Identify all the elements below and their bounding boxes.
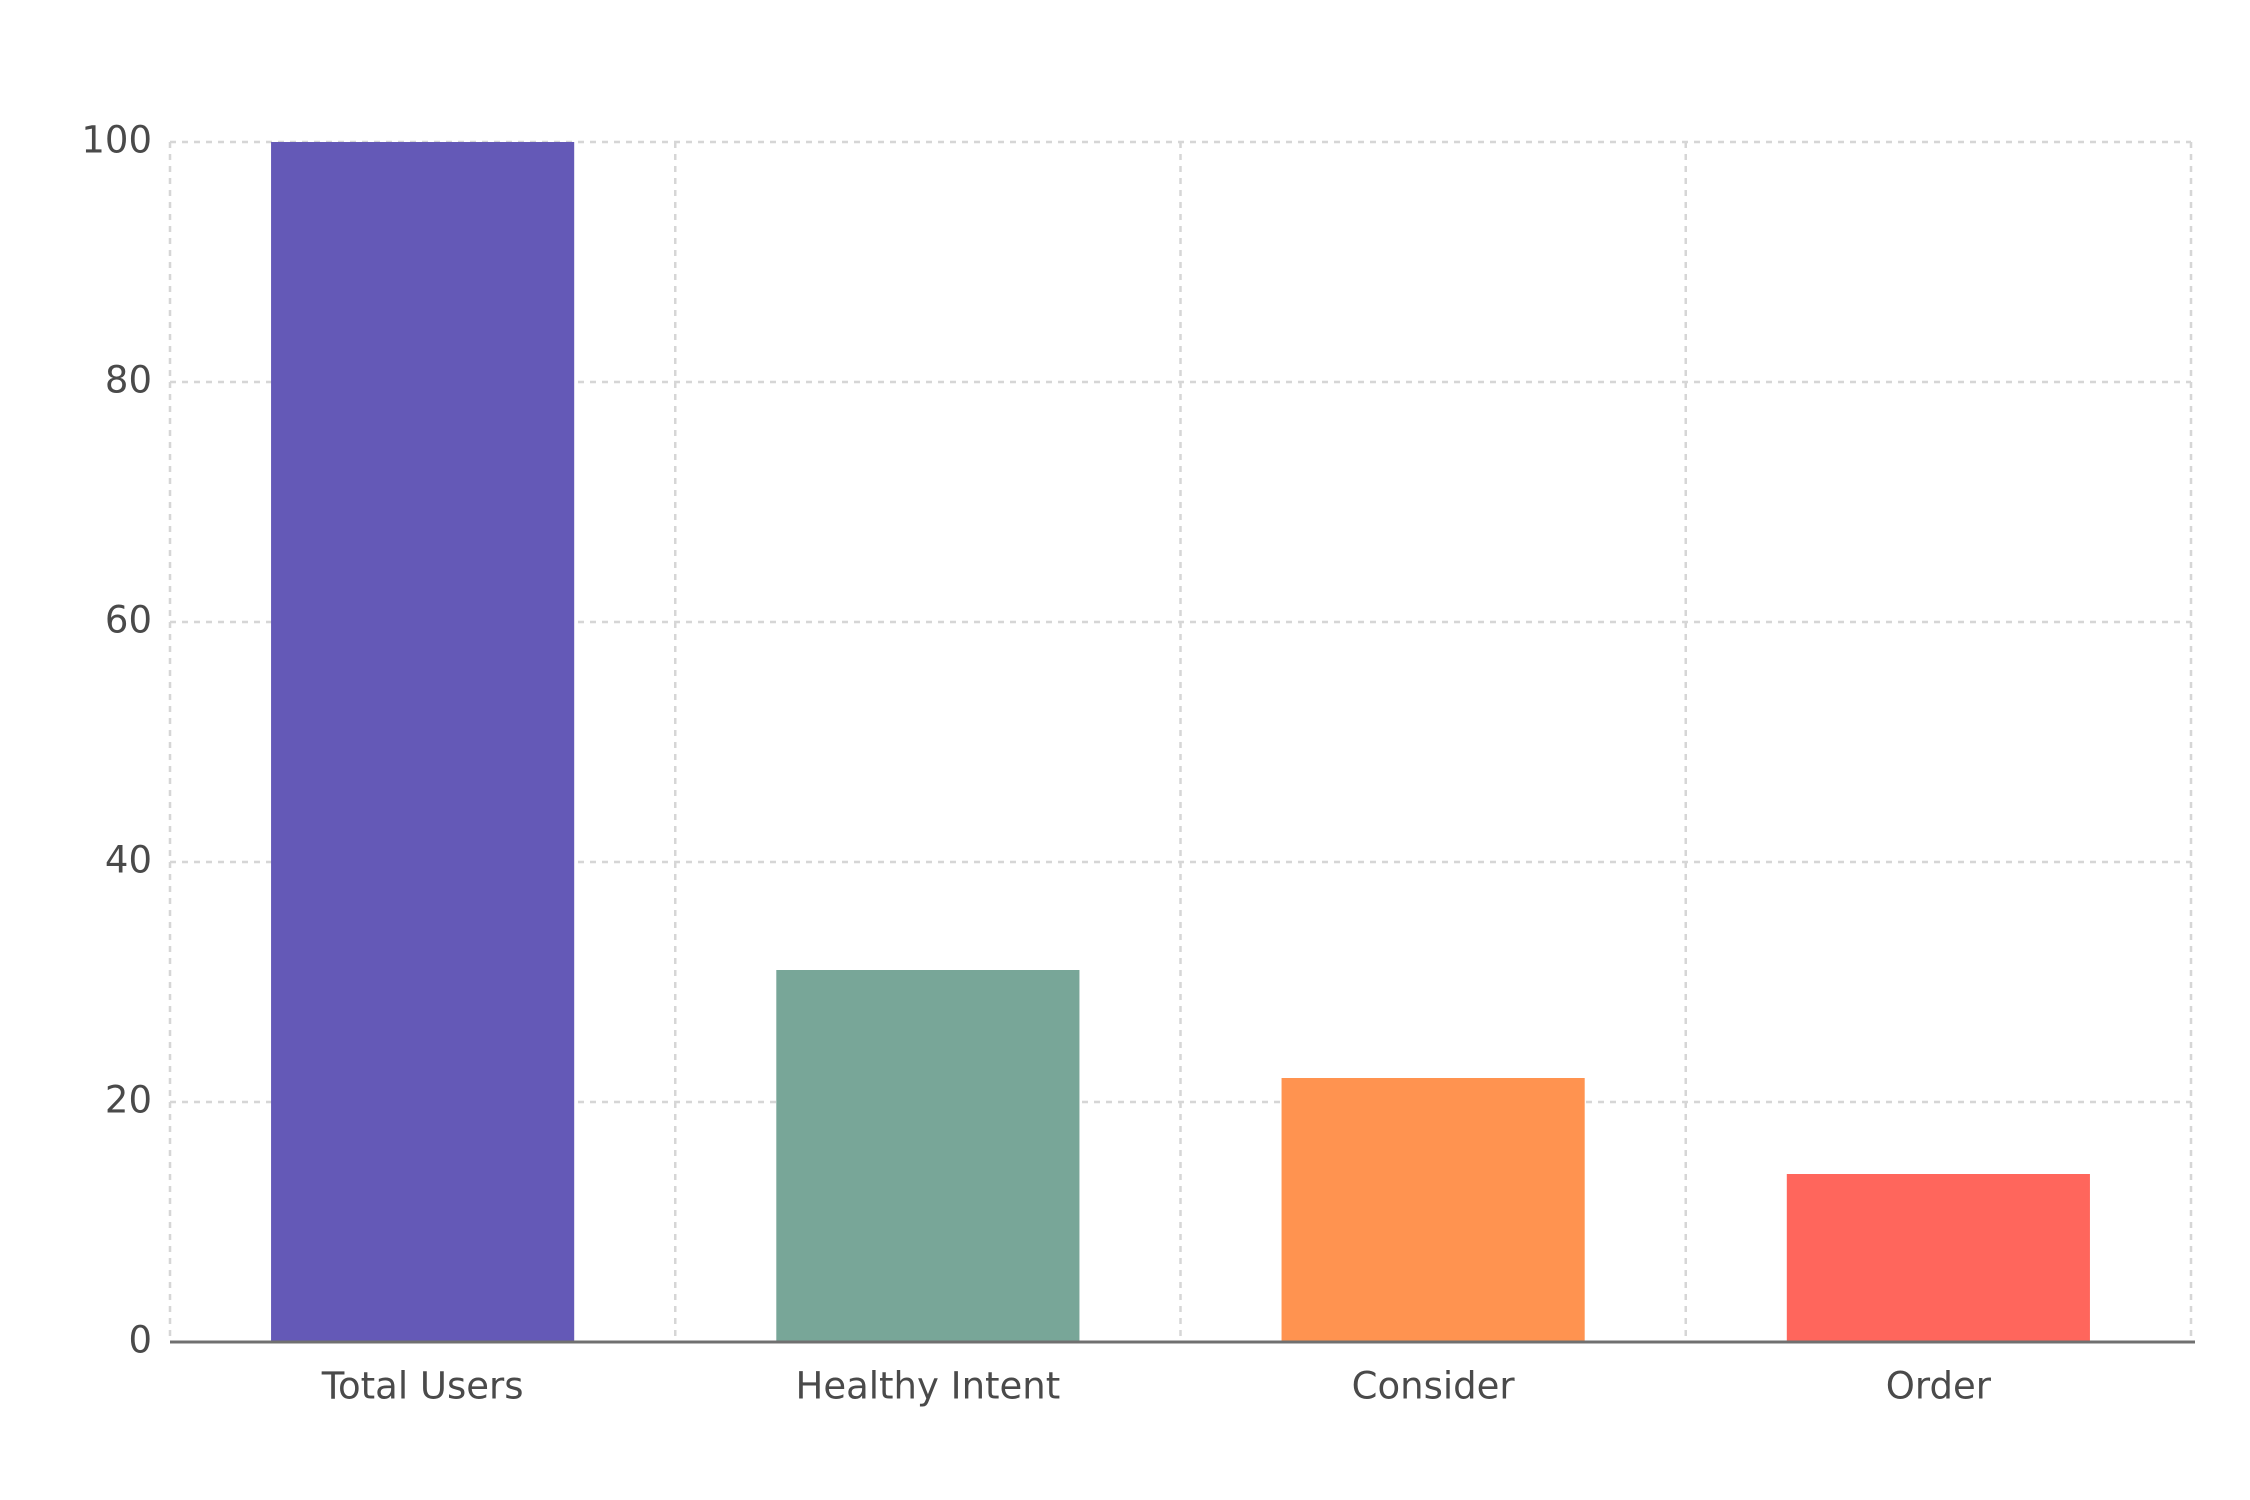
y-tick-label: 20 [105,1079,152,1122]
y-tick-label: 100 [81,119,152,162]
bar [271,142,575,1342]
x-tick-label: Total Users [321,1365,524,1408]
x-tick-label: Healthy Intent [796,1365,1061,1408]
x-tick-label: Consider [1352,1365,1516,1408]
bar [1786,1174,2090,1342]
bar [776,970,1080,1342]
x-tick-label: Order [1886,1365,1992,1408]
y-tick-label: 0 [128,1319,152,1362]
y-tick-label: 60 [105,599,152,642]
bar [1281,1078,1585,1342]
y-tick-label: 40 [105,839,152,882]
y-tick-label: 80 [105,359,152,402]
